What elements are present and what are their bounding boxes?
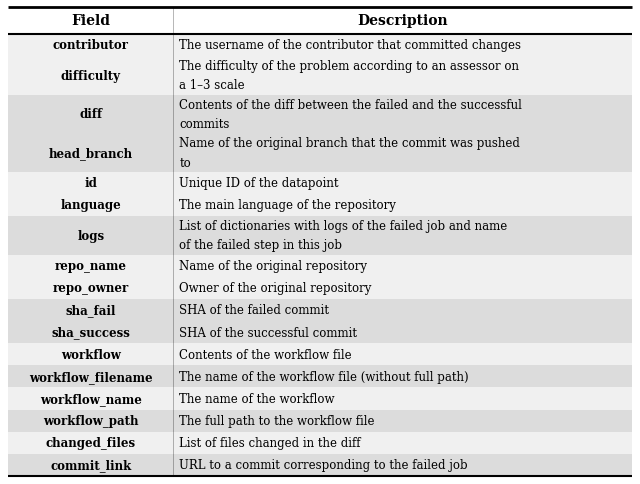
Text: a 1–3 scale: a 1–3 scale (179, 79, 245, 92)
Text: repo_owner: repo_owner (52, 282, 129, 295)
Text: commits: commits (179, 118, 230, 131)
Text: of the failed step in this job: of the failed step in this job (179, 239, 342, 252)
Text: workflow_filename: workflow_filename (29, 370, 152, 383)
Text: The main language of the repository: The main language of the repository (179, 199, 396, 212)
Text: sha_fail: sha_fail (65, 304, 116, 317)
Bar (8, 216, 632, 255)
Bar (8, 410, 632, 432)
Text: head_branch: head_branch (49, 147, 132, 160)
Text: language: language (60, 199, 121, 212)
Text: commit_link: commit_link (50, 458, 131, 471)
Text: logs: logs (77, 229, 104, 242)
Bar (8, 95, 632, 134)
Bar (8, 321, 632, 344)
Text: SHA of the failed commit: SHA of the failed commit (179, 304, 330, 317)
Text: The name of the workflow: The name of the workflow (179, 392, 335, 405)
Bar (8, 255, 632, 277)
Bar (8, 195, 632, 216)
Text: URL to a commit corresponding to the failed job: URL to a commit corresponding to the fai… (179, 458, 468, 471)
Text: to: to (179, 156, 191, 169)
Text: workflow_path: workflow_path (43, 414, 138, 427)
Text: sha_success: sha_success (51, 326, 130, 339)
Bar (8, 432, 632, 454)
Text: Name of the original branch that the commit was pushed: Name of the original branch that the com… (179, 137, 520, 150)
Bar (8, 454, 632, 476)
Text: List of dictionaries with logs of the failed job and name: List of dictionaries with logs of the fa… (179, 220, 508, 233)
Text: Field: Field (71, 15, 110, 29)
Bar (8, 172, 632, 195)
Bar (8, 344, 632, 365)
Text: id: id (84, 177, 97, 190)
Text: difficulty: difficulty (61, 70, 121, 83)
Text: Contents of the diff between the failed and the successful: Contents of the diff between the failed … (179, 98, 522, 111)
Text: repo_name: repo_name (54, 259, 127, 272)
Text: diff: diff (79, 108, 102, 121)
Bar (8, 35, 632, 57)
Text: changed_files: changed_files (45, 437, 136, 449)
Text: List of files changed in the diff: List of files changed in the diff (179, 437, 361, 449)
Text: workflow_name: workflow_name (40, 392, 141, 405)
Text: The full path to the workflow file: The full path to the workflow file (179, 414, 375, 427)
Bar (8, 388, 632, 410)
Text: Name of the original repository: Name of the original repository (179, 259, 367, 272)
Bar (8, 8, 632, 35)
Bar (8, 134, 632, 172)
Text: contributor: contributor (52, 39, 129, 52)
Bar (8, 365, 632, 388)
Text: Unique ID of the datapoint: Unique ID of the datapoint (179, 177, 339, 190)
Bar (8, 277, 632, 299)
Text: The name of the workflow file (without full path): The name of the workflow file (without f… (179, 370, 469, 383)
Text: Contents of the workflow file: Contents of the workflow file (179, 348, 352, 361)
Text: Owner of the original repository: Owner of the original repository (179, 282, 372, 295)
Text: The username of the contributor that committed changes: The username of the contributor that com… (179, 39, 522, 52)
Text: The difficulty of the problem according to an assessor on: The difficulty of the problem according … (179, 60, 520, 73)
Bar (8, 299, 632, 321)
Bar (8, 57, 632, 95)
Text: Description: Description (357, 15, 448, 29)
Text: SHA of the successful commit: SHA of the successful commit (179, 326, 357, 339)
Text: workflow: workflow (61, 348, 120, 361)
